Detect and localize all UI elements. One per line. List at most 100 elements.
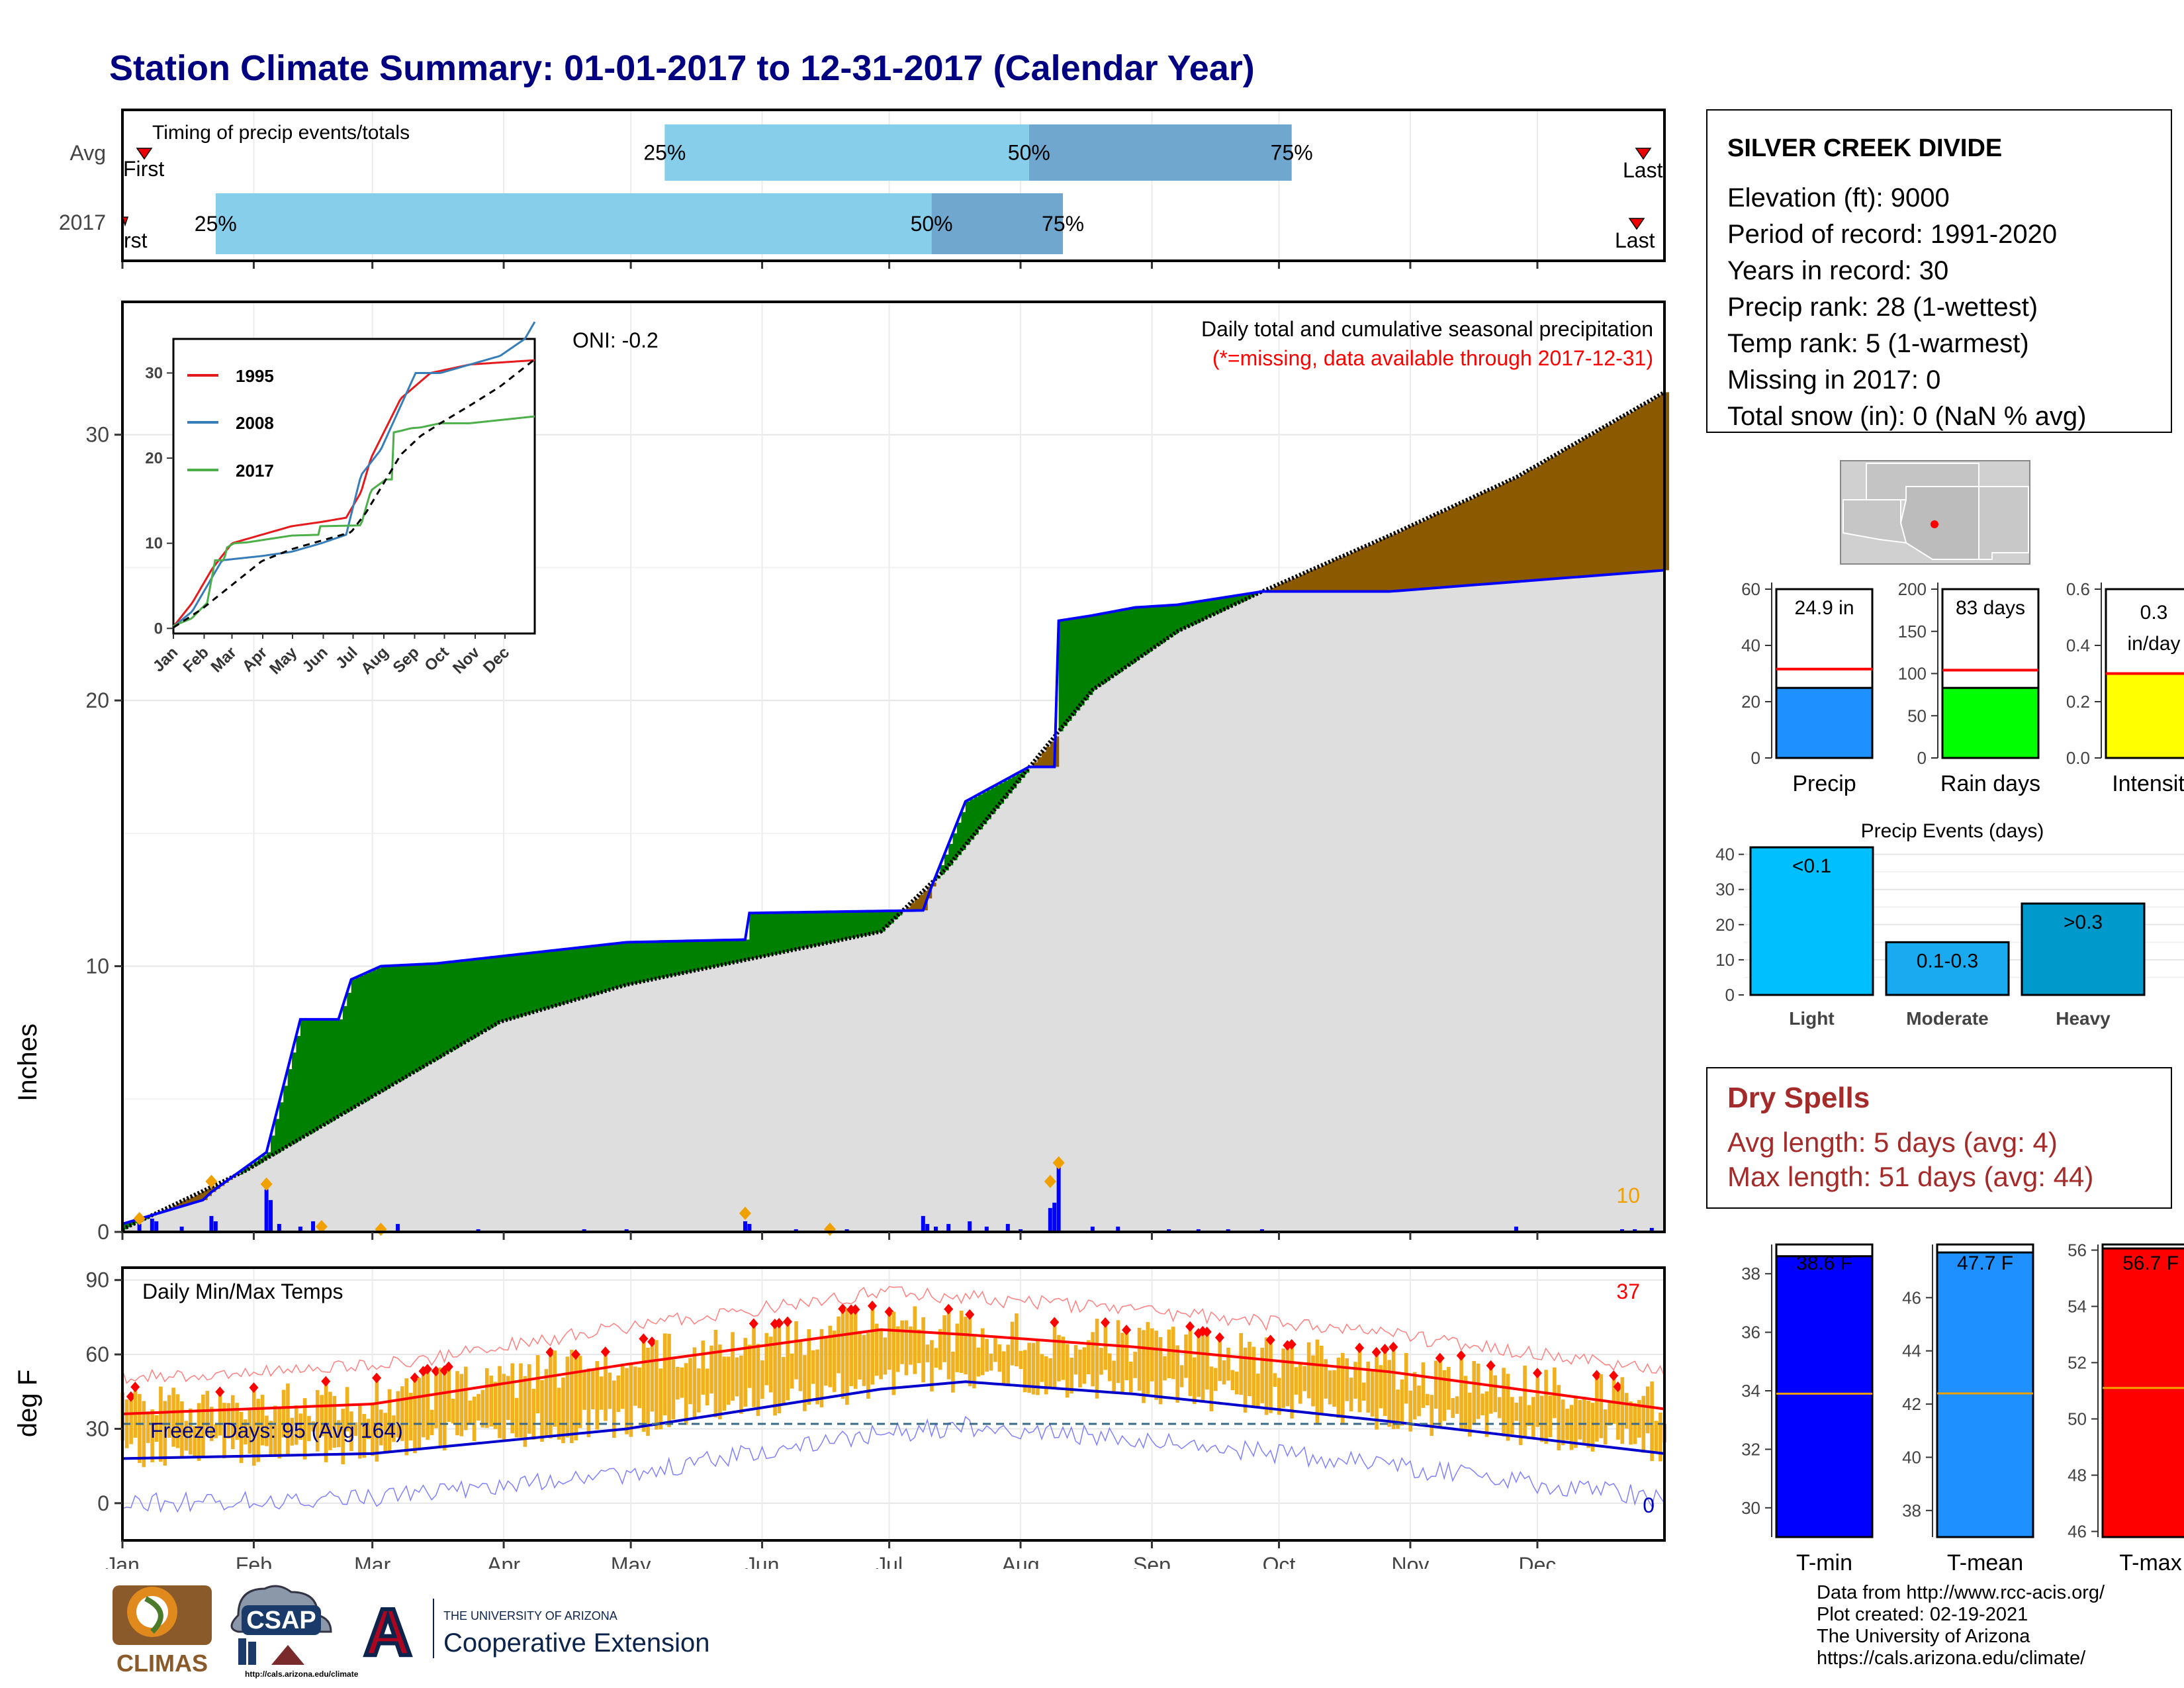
daily-temp-bar — [175, 1394, 180, 1448]
inset-xtick-label: Nov — [449, 643, 484, 678]
daily-temp-bar — [1239, 1333, 1243, 1395]
record-high-marker — [944, 1303, 954, 1315]
daily-temp-bar — [1362, 1382, 1366, 1401]
daily-temp-bar — [858, 1331, 862, 1380]
summary-name-0: Precip — [1792, 771, 1856, 796]
month-label: May — [611, 1553, 651, 1569]
inset-xtick-label: Jun — [298, 643, 331, 676]
record-high-marker — [570, 1349, 580, 1360]
daily-temp-bar — [1234, 1372, 1239, 1395]
daily-temp-bar — [1608, 1402, 1612, 1426]
daily-temp-bar — [1548, 1395, 1553, 1437]
daily-temp-bar — [565, 1356, 570, 1438]
summary-bar-0 — [1775, 686, 1874, 759]
daily-precip-bar — [624, 1229, 629, 1232]
daily-temp-bar — [1188, 1326, 1193, 1396]
daily-precip-bar — [264, 1189, 269, 1232]
daily-temp-bar — [1171, 1327, 1175, 1380]
record-high-marker — [884, 1306, 894, 1317]
record-high-marker — [1592, 1370, 1602, 1381]
daily-temp-bar — [684, 1363, 688, 1425]
daily-temp-bar — [502, 1374, 506, 1440]
ua-logo-top: THE UNIVERSITY OF ARIZONA — [443, 1609, 617, 1622]
daily-temp-bar — [459, 1374, 464, 1436]
record-high-marker — [1613, 1381, 1623, 1392]
last-label-avg: Last — [1623, 158, 1663, 182]
station-info-box: SILVER CREEK DIVIDE Elevation (ft): 9000… — [1706, 109, 2172, 433]
record-high-marker — [1185, 1321, 1195, 1332]
daily-temp-bar — [1463, 1376, 1468, 1431]
record-high-marker — [1122, 1325, 1132, 1336]
daily-temp-bar — [633, 1366, 637, 1406]
daily-temp-bar — [320, 1395, 324, 1436]
daily-temp-bar — [1044, 1356, 1048, 1395]
record-high-marker — [1202, 1326, 1212, 1337]
record-high-marker — [838, 1303, 848, 1315]
daily-temp-bar — [260, 1395, 265, 1446]
tempbar-ytick-label: 48 — [2068, 1466, 2087, 1485]
daily-temp-bar — [1036, 1340, 1040, 1395]
record-high-marker — [130, 1382, 140, 1393]
daily-temp-bar — [209, 1407, 214, 1441]
record-high-marker — [431, 1366, 441, 1377]
daily-temp-bar — [230, 1395, 235, 1449]
daily-temp-bar — [1433, 1360, 1438, 1409]
daily-temp-bar — [307, 1416, 311, 1441]
summary-name-2: Intensity — [2112, 771, 2184, 796]
daily-temp-bar — [244, 1419, 248, 1444]
daily-temp-bar — [1341, 1352, 1345, 1425]
daily-temp-bar — [1154, 1331, 1158, 1400]
daily-precip-bar — [209, 1215, 214, 1232]
daily-temp-bar — [841, 1309, 845, 1399]
daily-temp-bar — [1095, 1319, 1099, 1399]
record-high-marker — [1486, 1360, 1496, 1371]
daily-temp-bar — [1336, 1357, 1341, 1418]
daily-temp-bar — [1112, 1360, 1116, 1394]
daily-temp-bar — [298, 1413, 302, 1440]
daily-temp-bar — [463, 1366, 468, 1430]
tempbar-ytick-label: 34 — [1741, 1381, 1760, 1401]
daily-temp-bar — [535, 1355, 540, 1414]
daily-temp-bar — [455, 1371, 459, 1436]
inset-xtick-label: Aug — [357, 643, 392, 678]
record-high-marker — [600, 1346, 610, 1358]
daily-temp-bar — [794, 1321, 798, 1380]
timing-bar-50-75-avg — [1028, 124, 1292, 181]
record-high-marker — [1287, 1338, 1297, 1350]
daily-temp-bar — [1506, 1374, 1510, 1441]
daily-precip-bar — [154, 1221, 159, 1232]
daily-temp-bar — [1484, 1391, 1489, 1437]
daily-temp-bar — [294, 1405, 298, 1445]
ua-logo: A THE UNIVERSITY OF ARIZONA Cooperative … — [362, 1593, 709, 1671]
daily-temp-bar — [989, 1353, 993, 1371]
credit-created: Plot created: 02-19-2021 — [1817, 1604, 2028, 1625]
daily-temp-bar — [646, 1347, 650, 1436]
daily-temp-bar — [286, 1383, 290, 1456]
daily-temp-bar — [1616, 1386, 1620, 1440]
daily-temp-bar — [964, 1317, 968, 1375]
summary-bar-1 — [1941, 686, 2040, 759]
timing-chart: Timing of precip events/totals Avg 2017 … — [59, 109, 1666, 269]
daily-temp-bar — [1612, 1376, 1616, 1425]
events-category-label: Moderate — [1906, 1008, 1988, 1029]
temp-ylabel: deg F — [13, 1370, 42, 1437]
daily-temp-bar — [273, 1405, 277, 1456]
record-high-marker — [1283, 1340, 1293, 1351]
daily-temp-bar — [430, 1409, 434, 1436]
daily-temp-bar — [1175, 1345, 1179, 1403]
daily-temp-bar — [1163, 1356, 1167, 1381]
daily-temp-bar — [662, 1333, 667, 1416]
daily-temp-bar — [396, 1391, 400, 1438]
daily-temp-bar — [1133, 1352, 1137, 1378]
daily-temp-bar — [362, 1414, 366, 1458]
daily-temp-bar — [913, 1306, 917, 1374]
daily-precip-bar — [150, 1218, 154, 1232]
month-label: Apr — [487, 1553, 520, 1569]
daily-temp-bar — [379, 1409, 383, 1446]
daily-temp-bar — [1493, 1375, 1498, 1413]
daily-temp-bar — [1599, 1374, 1604, 1438]
daily-temp-bar — [718, 1344, 722, 1420]
daily-temp-bar — [722, 1356, 727, 1411]
daily-precip-bar — [1196, 1229, 1201, 1232]
daily-temp-bar — [171, 1387, 175, 1447]
